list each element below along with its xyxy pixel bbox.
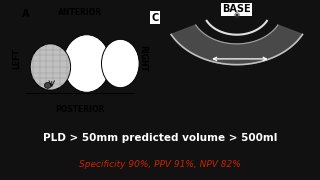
Text: A: A — [22, 9, 30, 19]
Text: POSTERIOR: POSTERIOR — [55, 105, 105, 114]
Text: C: C — [152, 13, 159, 23]
Text: BASE: BASE — [222, 4, 251, 15]
Text: PLD > 50mm predicted volume > 500ml: PLD > 50mm predicted volume > 500ml — [43, 133, 277, 143]
Polygon shape — [171, 25, 302, 65]
Text: ◉: ◉ — [234, 12, 240, 18]
Text: Specificity 90%, PPV 91%, NPV 82%: Specificity 90%, PPV 91%, NPV 82% — [79, 160, 241, 169]
Text: LEFT: LEFT — [12, 49, 21, 69]
Text: ANTERIOR: ANTERIOR — [58, 8, 102, 17]
Ellipse shape — [44, 82, 51, 88]
Ellipse shape — [231, 4, 242, 8]
Ellipse shape — [63, 35, 110, 92]
Ellipse shape — [30, 44, 71, 90]
Ellipse shape — [101, 39, 139, 88]
Text: RIGHT: RIGHT — [139, 46, 148, 72]
